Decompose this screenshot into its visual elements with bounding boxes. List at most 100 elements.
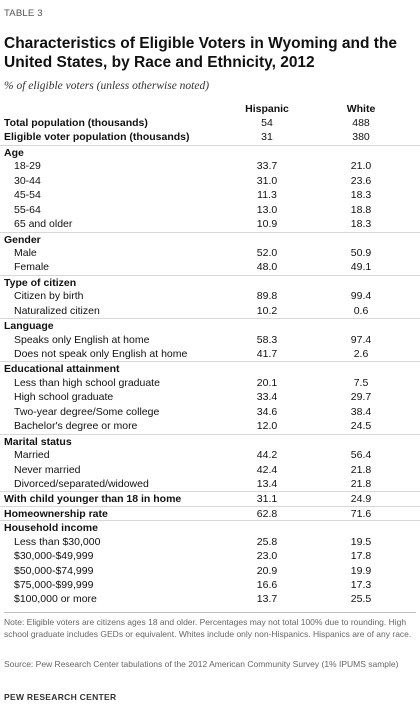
hispanic-value: 23.0: [256, 550, 278, 563]
table-row: Language: [0, 318, 420, 332]
row-label: Eligible voter population (thousands): [4, 131, 190, 144]
table-row: Married 44.2 56.4: [0, 448, 420, 462]
row-label: Divorced/separated/widowed: [14, 477, 149, 490]
hispanic-value: 25.8: [256, 535, 278, 548]
hispanic-value: 54: [261, 117, 273, 129]
hispanic-value: 89.8: [256, 290, 278, 303]
table-row: Type of citizen: [0, 274, 420, 289]
table-row: 65 and older 10.9 18.3: [0, 217, 420, 231]
table-row: 18-29 33.7 21.0: [0, 159, 420, 173]
hispanic-value: 62.8: [256, 507, 278, 520]
white-value: 18.3: [350, 218, 372, 231]
hispanic-value: 31: [261, 131, 273, 144]
table-number-label: TABLE 3: [4, 8, 43, 19]
table-row: High school graduate 33.4 29.7: [0, 390, 420, 404]
row-label: Homeownership rate: [4, 507, 108, 520]
hispanic-value: 13.4: [256, 477, 278, 490]
row-label: Never married: [14, 463, 81, 476]
row-label: $100,000 or more: [14, 593, 97, 606]
white-value: 29.7: [350, 391, 372, 404]
white-value: 21.0: [350, 160, 372, 173]
hispanic-value: 11.3: [257, 189, 277, 202]
row-label: High school graduate: [14, 391, 114, 404]
table-row: With child younger than 18 in home 31.1 24…: [0, 491, 420, 505]
white-value: 99.4: [350, 290, 372, 303]
table-row: Gender: [0, 231, 420, 246]
hispanic-value: 48.0: [256, 261, 278, 274]
table-title: Characteristics of Eligible Voters in Wy…: [4, 35, 398, 71]
table-row: $50,000-$74,999 20.9 19.9: [0, 564, 420, 578]
row-label: Two-year degree/Some college: [14, 405, 160, 418]
white-value: 38.4: [350, 405, 372, 418]
white-value: 25.5: [350, 593, 372, 606]
data-table: Total population (thousands) 54 488 Eligibl…: [0, 116, 420, 607]
white-value: 19.5: [350, 535, 372, 548]
table-row: Eligible voter population (thousands) 31 3…: [0, 130, 420, 144]
row-label: Female: [14, 261, 50, 274]
table-row: Two-year degree/Some college 34.6 38.4: [0, 405, 420, 419]
table-row: Divorced/separated/widowed 13.4 21.8: [0, 477, 420, 491]
row-label: Age: [4, 146, 24, 159]
table-note: Note: Eligible voters are citizens ages …: [4, 617, 412, 639]
row-label: Speaks only English at home: [14, 333, 150, 346]
white-value: 19.9: [350, 564, 372, 577]
hispanic-value: 13.7: [256, 593, 278, 606]
row-label: Naturalized citizen: [14, 304, 100, 317]
hispanic-value: 10.9: [256, 218, 278, 231]
hispanic-value: 33.4: [256, 391, 278, 404]
row-label: 18-29: [14, 160, 41, 173]
hispanic-value: 12.0: [256, 420, 278, 433]
white-value: 21.8: [350, 463, 372, 476]
table-row: Less than high school graduate 20.1 7.5: [0, 376, 420, 390]
table-row: Marital status: [0, 433, 420, 448]
row-label: 30-44: [14, 174, 41, 187]
white-value: 17.3: [350, 579, 372, 591]
table-row: Naturalized citizen 10.2 0.6: [0, 304, 420, 318]
table-row: Total population (thousands) 54 488: [0, 116, 420, 130]
table-row: 30-44 31.0 23.6: [0, 174, 420, 188]
white-value: 18.3: [350, 189, 372, 202]
table-row: 45-54 11.3 18.3: [0, 188, 420, 202]
white-value: 21.8: [350, 477, 372, 490]
hispanic-value: 52.0: [256, 246, 278, 259]
row-label: Does not speak only English at home: [14, 348, 188, 360]
column-header-hispanic: Hispanic: [245, 103, 289, 115]
white-value: 2.6: [353, 348, 369, 360]
row-label: $30,000-$49,999: [14, 550, 94, 563]
hispanic-value: 10.2: [256, 304, 278, 317]
table-row: Does not speak only English at home 41.7 2…: [0, 347, 420, 361]
hispanic-value: 16.6: [256, 579, 278, 591]
hispanic-value: 42.4: [256, 463, 278, 476]
table-source: Source: Pew Research Center tabulations …: [4, 659, 399, 669]
table-row: $100,000 or more 13.7 25.5: [0, 592, 420, 606]
table-row: $30,000-$49,999 23.0 17.8: [0, 549, 420, 563]
white-value: 488: [352, 117, 370, 129]
row-label: Marital status: [4, 435, 72, 448]
table-row: Household income: [0, 520, 420, 534]
white-value: 7.5: [353, 376, 369, 389]
table-row: Educational attainment: [0, 361, 420, 375]
table-row: Citizen by birth 89.8 99.4: [0, 289, 420, 303]
row-label: Married: [14, 449, 50, 462]
white-value: 97.4: [350, 333, 372, 346]
white-value: 380: [352, 131, 370, 144]
column-header-white: White: [346, 103, 376, 115]
table-row: 55-64 13.0 18.8: [0, 203, 420, 217]
hispanic-value: 34.6: [256, 405, 278, 418]
table-row: $75,000-$99,999 16.6 17.3: [0, 578, 420, 592]
table-row: Female 48.0 49.1: [0, 260, 420, 274]
table-row: Less than $30,000 25.8 19.5: [0, 535, 420, 549]
table-subtitle: % of eligible voters (unless otherwise n…: [4, 80, 210, 92]
hispanic-value: 58.3: [256, 333, 278, 346]
row-label: With child younger than 18 in home: [4, 493, 182, 506]
hispanic-value: 33.7: [256, 160, 278, 173]
row-label: $50,000-$74,999: [14, 564, 94, 577]
row-label: $75,000-$99,999: [14, 579, 94, 591]
row-label: Total population (thousands): [4, 117, 148, 129]
table-row: Speaks only English at home 58.3 97.4: [0, 333, 420, 347]
hispanic-value: 20.1: [256, 376, 278, 389]
row-label: Gender: [4, 233, 41, 246]
white-value: 49.1: [350, 261, 372, 274]
white-value: 17.8: [350, 550, 372, 563]
row-label: Educational attainment: [4, 363, 120, 376]
